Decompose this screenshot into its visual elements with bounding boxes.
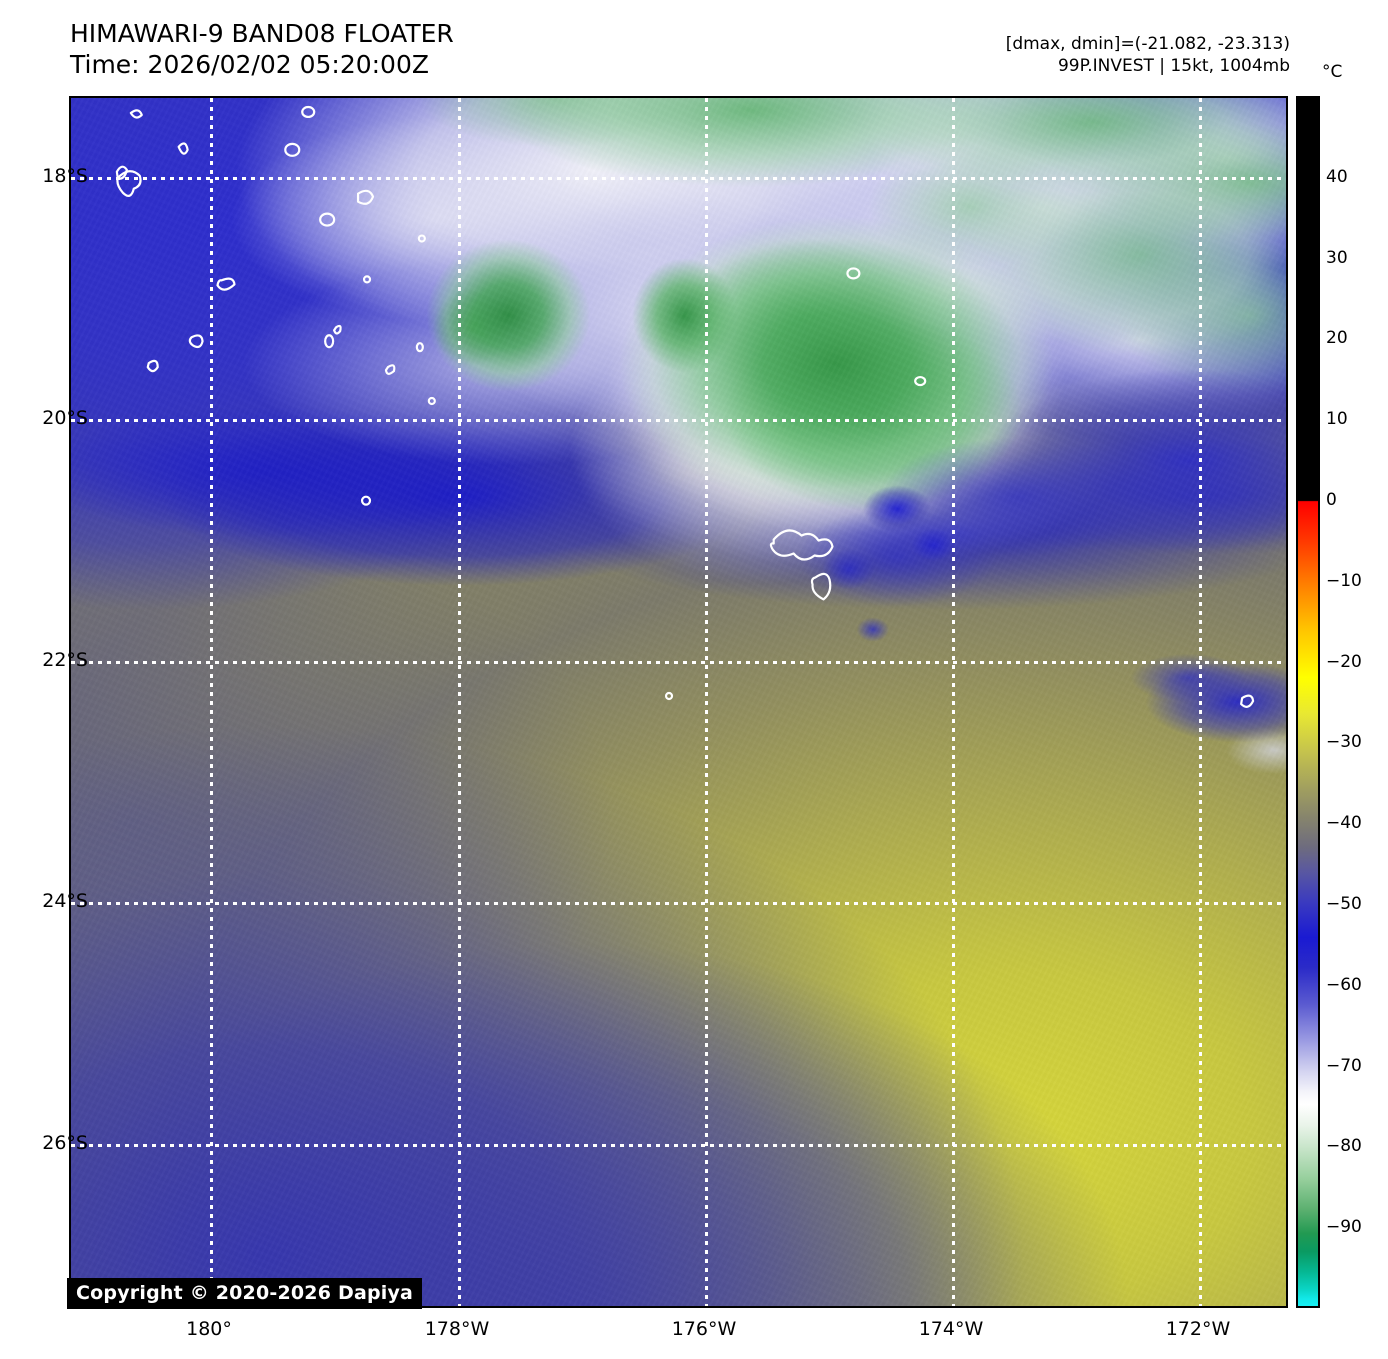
cbar-tick-m50: −50 xyxy=(1326,894,1362,914)
cbar-tick-m60: −60 xyxy=(1326,974,1362,995)
storm-info-label: 99P.INVEST | 15kt, 1004mb xyxy=(1057,56,1290,76)
lat-tick-18S: 18°S xyxy=(42,165,88,187)
dmax-dmin-label: [dmax, dmin]=(-21.082, -23.313) xyxy=(1005,34,1290,54)
cbar-tick-30: 30 xyxy=(1326,247,1348,268)
lon-tick-172W: 172°W xyxy=(1165,1318,1231,1340)
cbar-tick-m70: −70 xyxy=(1326,1055,1362,1076)
header-titles: HIMAWARI-9 BAND08 FLOATER Time: 2026/02/… xyxy=(70,18,454,80)
timestamp-label: Time: 2026/02/02 05:20:00Z xyxy=(70,50,429,79)
cbar-tick-0: 0 xyxy=(1326,490,1337,510)
copyright-watermark: Copyright © 2020-2026 Dapiya xyxy=(67,1278,423,1309)
lon-tick-180: 180° xyxy=(186,1318,232,1340)
cbar-tick-10: 10 xyxy=(1326,409,1348,430)
cbar-tick-m10: −10 xyxy=(1326,570,1362,591)
cbar-tick-m20: −20 xyxy=(1326,651,1362,672)
cbar-tick-m90: −90 xyxy=(1326,1217,1362,1238)
colorbar-gradient xyxy=(1298,98,1318,1306)
cbar-tick-20: 20 xyxy=(1326,328,1348,349)
colorbar-tick-labels: 40 30 20 10 0 −10 −20 −30 −40 −50 −60 −7… xyxy=(1326,96,1386,1308)
lon-tick-178W: 178°W xyxy=(424,1318,490,1340)
lon-tick-176W: 176°W xyxy=(671,1318,737,1340)
cbar-tick-m40: −40 xyxy=(1326,813,1362,834)
coastline-overlay xyxy=(71,98,1286,1306)
page-title: HIMAWARI-9 BAND08 FLOATER xyxy=(70,19,454,48)
colorbar-unit-label: °C xyxy=(1322,62,1343,82)
cbar-tick-m80: −80 xyxy=(1326,1136,1362,1157)
satellite-image-plot[interactable] xyxy=(69,96,1288,1308)
colorbar[interactable] xyxy=(1296,96,1320,1308)
lon-tick-174W: 174°W xyxy=(918,1318,984,1340)
lat-tick-20S: 20°S xyxy=(42,407,88,429)
lat-tick-26S: 26°S xyxy=(42,1132,88,1154)
brightness-temperature-raster xyxy=(71,98,1286,1306)
metadata-block: [dmax, dmin]=(-21.082, -23.313) 99P.INVE… xyxy=(1006,33,1290,77)
cbar-tick-m30: −30 xyxy=(1326,732,1362,753)
lat-tick-24S: 24°S xyxy=(42,890,88,912)
cbar-tick-40: 40 xyxy=(1326,166,1348,187)
lat-tick-22S: 22°S xyxy=(42,649,88,671)
